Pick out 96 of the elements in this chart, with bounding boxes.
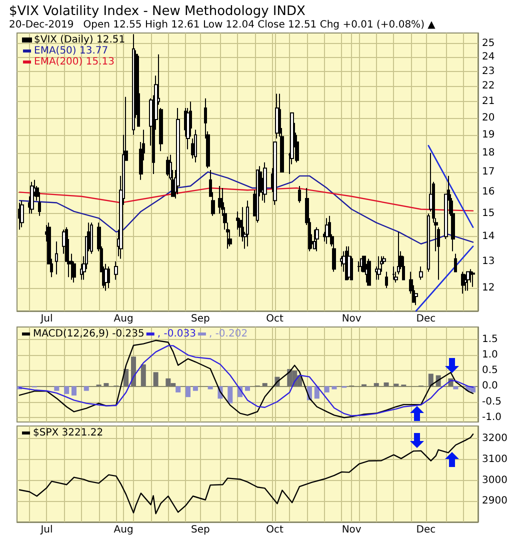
y-tick-label: 20 [482, 112, 495, 124]
legend-label: , -0.033 [157, 328, 196, 340]
bar [245, 386, 250, 391]
y-tick-label: 1.0 [482, 350, 498, 361]
candlestick [357, 260, 361, 272]
bar [153, 372, 158, 386]
candlestick [273, 142, 277, 206]
bar [428, 374, 434, 386]
candlestick [464, 274, 467, 292]
candlestick [114, 260, 118, 280]
candlestick [325, 218, 329, 244]
bar [130, 356, 136, 386]
candlestick [90, 222, 93, 254]
bar [208, 386, 213, 390]
candlestick [377, 256, 381, 280]
chart-subtitle: 20-Dec-2019 Open 12.55 High 12.61 Low 12.04 Close 12.51 Chg +0.01 (+0.08%) ▲ [9, 20, 436, 30]
y-tick-label: -1.0 [482, 412, 502, 423]
y-tick-label: 3200 [482, 433, 508, 444]
bar [374, 383, 379, 386]
bar [192, 386, 198, 391]
y-tick-label: 18 [482, 147, 495, 158]
bar [262, 383, 268, 386]
legend-label: EMA(50) 13.77 [34, 46, 108, 56]
candlestick [427, 213, 430, 272]
candlestick [18, 202, 21, 230]
candlestick [454, 253, 457, 272]
bar [64, 386, 70, 394]
candlestick [246, 200, 249, 247]
legend-label: $SPX 3221.22 [33, 428, 104, 438]
x-tick-label: Jul [40, 314, 53, 324]
bar [84, 386, 89, 391]
y-tick-label: 19 [482, 129, 495, 140]
candlestick [176, 107, 180, 195]
candlestick [392, 266, 395, 280]
legend-label: $VIX (Daily) 12.51 [34, 34, 126, 46]
x-tick-label: Sep [190, 314, 210, 324]
candlestick [471, 270, 475, 288]
y-tick-label: 21 [482, 96, 495, 108]
y-tick-label: 25 [482, 38, 495, 49]
candlestick [218, 185, 222, 214]
x-tick-label: Oct [266, 524, 284, 536]
bar [314, 386, 320, 399]
x-tick-label: Jul [40, 524, 53, 536]
candlestick [385, 271, 388, 289]
line-series [18, 171, 474, 244]
candlestick [402, 256, 405, 280]
legend-label: EMA(200) 15.13 [34, 56, 114, 68]
x-tick-label: Sep [190, 524, 210, 536]
bar [54, 386, 60, 391]
bar [186, 386, 191, 398]
bar [324, 386, 330, 392]
y-tick-label: -0.5 [482, 396, 502, 408]
y-tick-label: 3100 [482, 454, 508, 465]
candlestick [298, 185, 301, 204]
x-tick-label: Oct [266, 314, 284, 324]
legend-label: MACD(12,26,9) -0.235 [33, 328, 144, 340]
candlestick [55, 240, 58, 275]
y-tick-label: 12 [482, 282, 495, 294]
bar [140, 364, 146, 386]
bar [72, 386, 77, 396]
y-tick-label: 15 [482, 208, 495, 220]
candlestick [315, 226, 319, 252]
y-tick-label: 14 [482, 231, 495, 242]
x-tick-label: Nov [342, 314, 362, 324]
x-tick-label: Nov [342, 524, 362, 536]
bar [176, 386, 181, 392]
bar [453, 386, 458, 390]
bar [104, 383, 109, 386]
bar [124, 369, 129, 386]
y-tick-label: 3000 [482, 474, 508, 486]
bar [394, 384, 399, 386]
x-tick-label: Dec [416, 524, 436, 536]
y-tick-label: 17 [482, 166, 495, 178]
x-tick-label: Dec [416, 314, 436, 324]
y-tick-label: 24 [482, 52, 495, 63]
candlestick [107, 266, 110, 289]
line-series [18, 187, 474, 212]
chart-title: $VIX Volatility Index - New Methodology INDX [9, 4, 306, 19]
y-tick-label: 16 [482, 186, 495, 198]
x-tick-label: Aug [114, 314, 134, 324]
y-tick-label: 0.0 [482, 380, 498, 392]
y-tick-label: 0.5 [482, 365, 498, 376]
candlestick [419, 266, 423, 280]
candlestick [313, 229, 316, 250]
y-tick-label: 13 [482, 256, 495, 267]
candlestick [194, 129, 197, 163]
y-tick-label: 22 [482, 80, 495, 92]
candlestick [20, 200, 24, 228]
bar [384, 382, 389, 386]
bar [228, 386, 233, 404]
bar [332, 386, 337, 390]
y-tick-label: 23 [482, 66, 495, 77]
x-tick-label: Aug [114, 524, 134, 536]
y-tick-label: 1.5 [482, 334, 498, 345]
y-tick-label: 2900 [482, 496, 508, 507]
legend-label: , -0.202 [208, 328, 248, 340]
